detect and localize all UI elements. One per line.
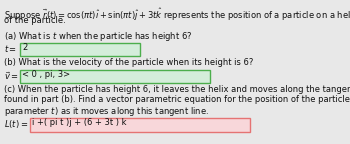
FancyBboxPatch shape <box>30 118 250 132</box>
Text: (b) What is the velocity of the particle when its height is 6?: (b) What is the velocity of the particle… <box>4 58 253 67</box>
Text: $L(t) =$: $L(t) =$ <box>4 118 28 130</box>
Text: parameter $t$) as it moves along this tangent line.: parameter $t$) as it moves along this ta… <box>4 105 209 118</box>
Text: found in part (b). Find a vector parametric equation for the position of the par: found in part (b). Find a vector paramet… <box>4 95 350 104</box>
Text: i +( pi t )j + (6 + 3t ) k: i +( pi t )j + (6 + 3t ) k <box>32 118 126 127</box>
FancyBboxPatch shape <box>20 43 140 56</box>
Text: of the particle.: of the particle. <box>4 16 66 25</box>
FancyBboxPatch shape <box>20 70 210 83</box>
Text: (a) What is $t$ when the particle has height 6?: (a) What is $t$ when the particle has he… <box>4 30 192 43</box>
Text: $\vec{v} =$: $\vec{v} =$ <box>4 70 19 82</box>
Text: Suppose $\vec{r}(t) = \cos(\pi t)\hat{\imath} + \sin(\pi t)\hat{\jmath} + 3t\hat: Suppose $\vec{r}(t) = \cos(\pi t)\hat{\i… <box>4 6 350 23</box>
Text: < 0 , pi, 3>: < 0 , pi, 3> <box>22 70 70 79</box>
Text: $t =$: $t =$ <box>4 43 17 54</box>
Text: (c) When the particle has height 6, it leaves the helix and moves along the tang: (c) When the particle has height 6, it l… <box>4 85 350 94</box>
Text: 2: 2 <box>22 43 27 52</box>
